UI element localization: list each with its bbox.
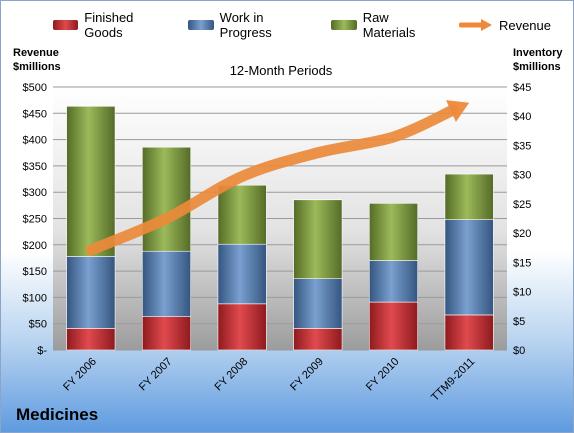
right-tick-label: $0 [513,345,525,357]
legend-item-raw-materials: Raw Materials [331,10,437,40]
work-in-progress-bar [444,219,494,316]
x-tick-label: TTM9-2011 [429,356,477,404]
legend-item-revenue: Revenue [458,17,551,33]
left-tick-label: $200 [23,240,47,252]
finished-goods-bar [293,328,343,351]
legend-item-finished-goods: Finished Goods [53,10,166,40]
left-axis-ticks: $- $50 $100 $150 $200 $250 $300 $350 $400 $450 $50… [23,82,48,357]
x-tick-label: FY 2010 [364,356,402,394]
legend: Finished Goods Work in Progress Raw Mate… [53,10,573,40]
left-tick-label: $450 [23,108,47,120]
raw-materials-bar [141,146,192,252]
left-tick-label: $- [37,345,47,357]
revenue-line [85,100,470,256]
left-axis-title-line2: $millions [13,61,61,73]
finished-goods-swatch [53,20,79,30]
left-tick-label: $100 [23,292,47,304]
work-in-progress-bar [368,260,419,303]
right-tick-label: $30 [513,170,531,182]
finished-goods-bar [141,316,192,351]
right-tick-label: $5 [513,316,525,328]
finished-goods-bar [66,328,116,351]
left-tick-label: $350 [23,161,47,173]
legend-label-revenue: Revenue [498,17,551,33]
revenue-arrowhead [445,100,470,122]
x-tick-label: FY 2008 [213,356,251,394]
right-tick-label: $45 [513,82,531,94]
legend-label-finished-goods: Finished Goods [84,10,134,40]
finished-goods-bar [217,303,267,351]
right-tick-label: $20 [513,228,531,240]
bar-stacks [66,105,494,351]
revenue-arrow-icon [458,19,492,31]
chart-subtitle: 12-Month Periods [229,63,333,78]
raw-materials-swatch [331,20,357,30]
revenue-line-path [85,104,459,256]
left-tick-label: $400 [23,135,47,147]
right-axis-ticks: $0 $5 $10 $15 $20 $25 $30 $35 $40 $45 [513,82,531,357]
work-in-progress-bar [66,256,116,329]
x-tick-label: FY 2009 [288,356,326,394]
left-tick-label: $150 [23,266,47,278]
x-axis-ticks: FY 2006 FY 2007 FY 2008 FY 2009 FY 2010 TTM9-… [61,356,477,404]
right-tick-label: $40 [513,111,531,123]
finished-goods-bar [368,301,419,351]
left-tick-label: $250 [23,214,47,226]
work-in-progress-bar [141,250,192,317]
legend-item-work-in-progress: Work in Progress [188,10,309,40]
legend-label-work-in-progress: Work in Progress [219,10,272,40]
left-axis-title: Revenue $millions [13,46,61,74]
right-tick-label: $25 [513,199,531,211]
right-tick-label: $35 [513,140,531,152]
left-tick-label: $500 [23,82,47,94]
work-in-progress-bar [217,243,267,305]
right-axis-title-line2: $millions [513,61,561,73]
right-axis-title: Inventory $millions [513,46,563,74]
legend-label-raw-materials: Raw Materials [362,10,416,40]
left-axis-title-line1: Revenue [13,47,59,59]
raw-materials-bar [293,199,343,279]
right-tick-label: $15 [513,257,531,269]
finished-goods-bar [444,314,494,351]
work-in-progress-bar [293,278,343,329]
raw-materials-bar [66,105,116,257]
raw-materials-bar [444,173,494,220]
left-tick-label: $300 [23,187,47,199]
x-tick-label: FY 2007 [137,356,175,394]
raw-materials-bar [217,184,267,245]
x-tick-label: FY 2006 [61,356,99,394]
work-in-progress-swatch [188,20,214,30]
right-tick-label: $10 [513,287,531,299]
right-axis-title-line1: Inventory [513,47,563,59]
raw-materials-bar [368,203,419,261]
left-tick-label: $50 [29,319,47,331]
company-name: Medicines [16,405,99,424]
